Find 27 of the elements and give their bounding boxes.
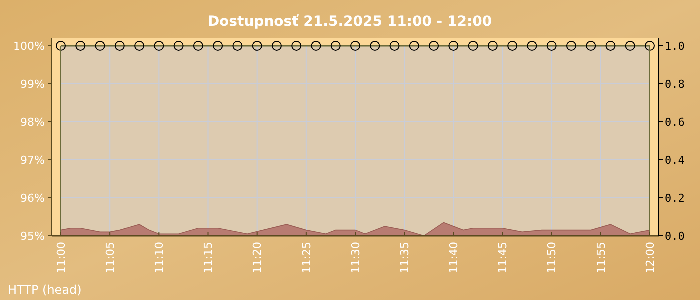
x-tick-label: 11:00 [54,242,68,274]
y-tick-label: 98% [20,116,45,129]
x-tick-label: 11:55 [594,242,608,274]
y2-tick-label: 0.4 [665,154,686,167]
y-tick-label: 100% [14,40,45,53]
y-tick-label: 97% [20,154,45,167]
x-tick-label: 11:25 [300,242,314,274]
text: HTTP (head) [8,283,82,297]
y2-tick-label: 0.6 [665,116,685,129]
x-tick-label: 11:20 [251,242,264,274]
y2-tick-label: 0.0 [665,230,685,243]
y2-tick-label: 0.8 [665,78,685,91]
x-tick-label: 11:30 [349,242,362,274]
chart-title: Dostupnosť 21.5.2025 11:00 - 12:00 [208,14,492,30]
x-tick-label: 11:45 [496,242,510,274]
x-tick-label: 11:15 [202,242,216,274]
y-tick-label: 96% [20,192,45,205]
x-tick-label: 11:50 [546,242,559,274]
x-tick-label: 11:40 [448,242,461,274]
y2-tick-label: 1.0 [665,40,685,53]
y-tick-label: 95% [20,230,45,243]
y2-tick-label: 0.2 [665,192,685,205]
y-tick-label: 99% [20,78,45,91]
x-tick-label: 11:05 [104,242,117,274]
x-tick-label: 12:00 [644,242,657,274]
x-tick-label: 11:10 [153,242,166,274]
x-tick-label: 11:35 [398,242,412,274]
